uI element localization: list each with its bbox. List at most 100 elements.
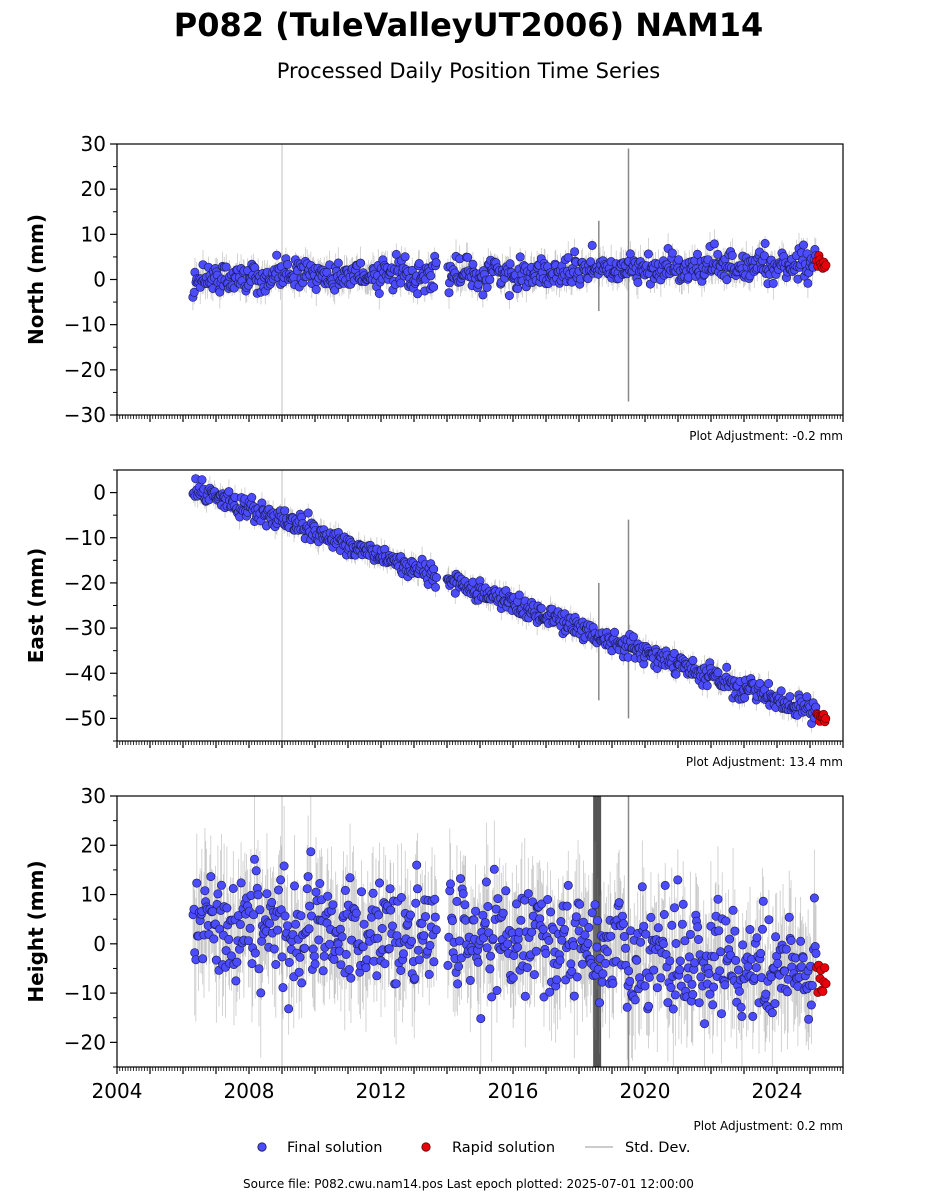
y-tick-label: 20	[81, 833, 106, 857]
final-point	[294, 967, 304, 977]
final-point	[209, 934, 219, 944]
final-point	[768, 278, 778, 288]
final-point	[677, 919, 687, 929]
final-point	[736, 1002, 746, 1012]
final-point	[748, 1011, 758, 1021]
final-point	[256, 988, 266, 998]
final-point	[443, 960, 453, 970]
y-tick-label: 20	[81, 177, 106, 201]
final-points	[188, 239, 821, 302]
final-point	[803, 278, 813, 288]
final-point	[481, 877, 491, 887]
plot-area	[188, 796, 831, 1067]
final-point	[693, 922, 703, 932]
y-tick-label: −20	[64, 571, 106, 595]
final-point	[429, 564, 439, 574]
final-point	[412, 884, 422, 894]
final-point	[325, 939, 335, 949]
final-point	[483, 901, 493, 911]
final-point	[396, 965, 406, 975]
final-point	[639, 921, 649, 931]
final-point	[559, 924, 569, 934]
final-point	[276, 875, 286, 885]
final-point	[429, 282, 439, 292]
final-point	[659, 909, 669, 919]
final-point	[721, 916, 731, 926]
final-point	[503, 939, 513, 949]
final-point	[302, 884, 312, 894]
final-point	[414, 955, 424, 965]
final-point	[614, 898, 624, 908]
final-point	[618, 919, 628, 929]
final-point	[643, 249, 653, 259]
final-point	[310, 959, 320, 969]
final-point	[731, 955, 741, 965]
final-point	[680, 936, 690, 946]
final-point	[247, 959, 257, 969]
final-point	[411, 898, 421, 908]
final-point	[271, 959, 281, 969]
final-point	[385, 884, 395, 894]
final-point	[480, 918, 490, 928]
final-point	[280, 506, 290, 516]
final-point	[536, 603, 546, 613]
final-point	[760, 239, 770, 249]
y-tick-label: −20	[64, 1030, 106, 1054]
final-point	[608, 978, 618, 988]
final-point	[685, 929, 695, 939]
rapid-point	[821, 714, 831, 724]
final-point	[587, 908, 597, 918]
final-point	[539, 992, 549, 1002]
final-point	[200, 886, 210, 896]
final-point	[675, 956, 685, 966]
final-point	[249, 910, 259, 920]
final-point	[678, 899, 688, 909]
final-point	[283, 259, 293, 269]
y-tick-label: −20	[64, 358, 106, 382]
final-point	[628, 632, 638, 642]
final-point	[514, 590, 524, 600]
final-point	[482, 943, 492, 953]
final-point	[245, 923, 255, 933]
final-point	[670, 990, 680, 1000]
final-point	[593, 916, 603, 926]
final-point	[646, 912, 656, 922]
final-point	[485, 275, 495, 285]
final-point	[780, 966, 790, 976]
final-point	[600, 958, 610, 968]
final-point	[523, 889, 533, 899]
final-point	[620, 943, 630, 953]
final-point	[318, 966, 328, 976]
final-point	[405, 910, 415, 920]
final-point	[482, 282, 492, 292]
final-point	[702, 681, 712, 691]
final-point	[687, 979, 697, 989]
final-point	[622, 1002, 632, 1012]
final-point	[410, 973, 420, 983]
final-point	[444, 288, 454, 298]
final-point	[567, 966, 577, 976]
final-point	[224, 934, 234, 944]
final-point	[606, 931, 616, 941]
final-point	[319, 951, 329, 961]
final-point	[396, 892, 406, 902]
final-point	[337, 932, 347, 942]
final-point	[254, 964, 264, 974]
final-point	[690, 958, 700, 968]
final-point	[632, 955, 642, 965]
final-point	[641, 929, 651, 939]
plot-adjustment-label: Plot Adjustment: -0.2 mm	[689, 429, 843, 443]
final-point	[221, 946, 231, 956]
y-tick-label: −10	[64, 526, 106, 550]
final-point	[303, 872, 313, 882]
final-point	[555, 955, 565, 965]
final-point	[630, 995, 640, 1005]
final-point	[520, 991, 530, 1001]
final-point	[430, 894, 440, 904]
final-point	[673, 875, 683, 885]
final-point	[737, 1011, 747, 1021]
final-point	[257, 936, 267, 946]
final-point	[284, 957, 294, 967]
final-point	[419, 931, 429, 941]
